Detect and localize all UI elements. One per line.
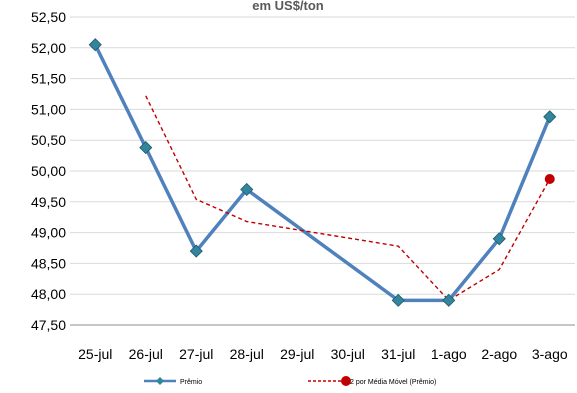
data-point-premio <box>189 244 203 258</box>
legend-label-media-movel: 2 por Média Móvel (Prêmio) <box>350 379 436 386</box>
data-point-premio <box>442 293 456 307</box>
y-tick-label: 51,00 <box>31 101 66 117</box>
legend-marker-media-movel <box>341 376 351 386</box>
series-line-media-movel <box>145 95 551 302</box>
data-point-premio <box>391 293 405 307</box>
x-axis-ticks: 25-jul 26-jul 27-jul 28-jul 29-jul 30-jul 31-j… <box>78 346 568 362</box>
y-tick-label: 50,50 <box>31 132 66 148</box>
data-point-premio <box>240 182 254 197</box>
chart-title: em US$/ton <box>252 0 324 13</box>
data-point-premio <box>492 232 506 246</box>
data-point-premio <box>543 110 557 124</box>
y-tick-label: 52,00 <box>31 40 66 56</box>
y-tick-label: 50,00 <box>31 163 66 179</box>
gridlines <box>70 16 575 326</box>
y-tick-label: 47,50 <box>31 317 66 333</box>
y-tick-label: 48,00 <box>31 286 66 302</box>
y-axis-ticks: 47,50 48,00 48,50 49,00 49,50 50,00 50,50 51,00… <box>31 9 66 333</box>
x-tick-label: 28-jul <box>230 346 264 362</box>
legend-marker-premio <box>156 377 164 385</box>
x-tick-label: 30-jul <box>331 346 365 362</box>
legend-label-premio: Prêmio <box>180 379 202 386</box>
x-tick-label: 31-jul <box>381 346 415 362</box>
y-tick-label: 49,50 <box>31 194 66 210</box>
y-tick-label: 52,50 <box>31 9 66 25</box>
y-tick-label: 51,50 <box>31 71 66 87</box>
x-tick-label: 27-jul <box>179 346 213 362</box>
x-tick-label: 2-ago <box>481 346 517 362</box>
series-group <box>88 38 557 307</box>
y-tick-label: 49,00 <box>31 225 66 241</box>
data-point-premio <box>88 38 102 52</box>
x-tick-label: 29-jul <box>280 346 314 362</box>
legend: Prêmio 2 por Média Móvel (Prêmio) <box>144 376 436 386</box>
x-tick-label: 26-jul <box>129 346 163 362</box>
x-tick-label: 1-ago <box>431 346 467 362</box>
x-tick-label: 25-jul <box>78 346 112 362</box>
x-tick-label: 3-ago <box>532 346 568 362</box>
y-tick-label: 48,50 <box>31 255 66 271</box>
series-line-premio <box>93 43 552 303</box>
data-point-premio <box>139 141 153 155</box>
data-point-media-movel <box>544 174 555 185</box>
